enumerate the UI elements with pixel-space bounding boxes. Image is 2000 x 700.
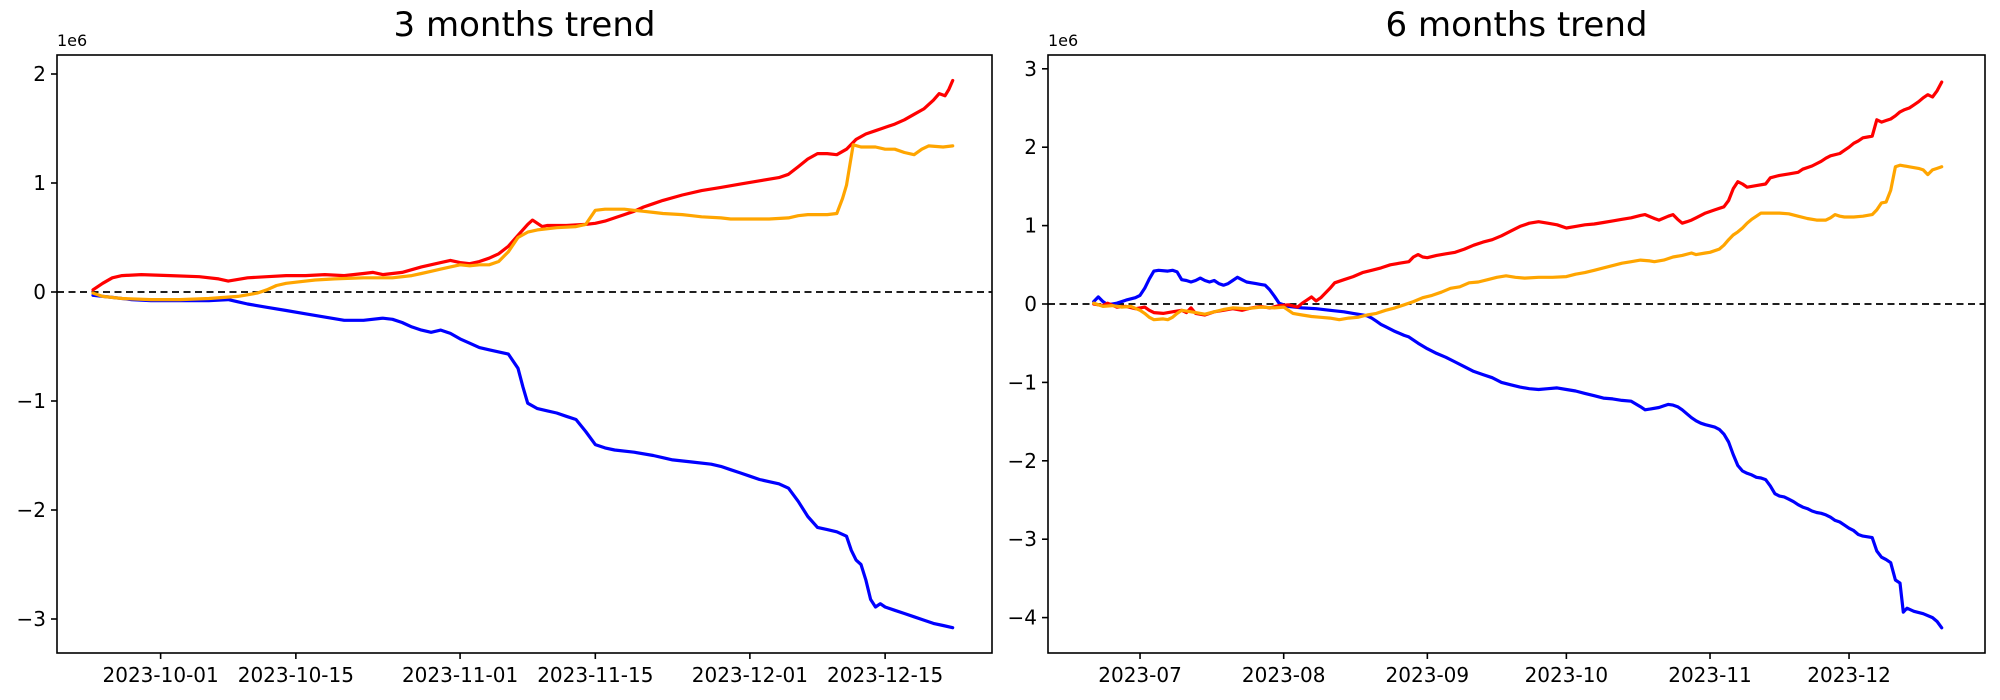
right-chart-x-tick-label: 2023-10 <box>1525 663 1609 687</box>
right-chart-y-tick-label: −4 <box>1008 606 1037 630</box>
right-chart-orange-series <box>1092 163 1944 322</box>
right-chart-offset-label: 1e6 <box>1048 31 1078 50</box>
right-chart-red-series <box>1092 80 1944 317</box>
right-chart-y-tick-label: 1 <box>1024 214 1037 238</box>
right-chart-x-tick-label: 2023-12 <box>1807 663 1891 687</box>
left-chart-x-tick-label: 2023-11-15 <box>537 663 653 687</box>
left-chart-x-tick-label: 2023-12-15 <box>827 663 943 687</box>
left-chart-y-tick-label: 1 <box>33 171 46 195</box>
left-chart-x-tick-label: 2023-11-01 <box>402 663 518 687</box>
right-chart-y-tick-label: −3 <box>1008 527 1037 551</box>
left-chart-spines <box>56 54 993 654</box>
right-chart-x-tick-label: 2023-07 <box>1098 663 1182 687</box>
left-chart-y-tick-label: −2 <box>17 498 46 522</box>
right-chart-x-tick-label: 2023-08 <box>1242 663 1326 687</box>
left-chart-y-tick-label: −1 <box>17 389 46 413</box>
right-chart-y-tick-label: 0 <box>1024 292 1037 316</box>
right-chart-y-tick-label: −1 <box>1008 370 1037 394</box>
left-chart-y-tick-label: 2 <box>33 62 46 86</box>
right-chart-x-tick-label: 2023-09 <box>1386 663 1470 687</box>
left-chart-x-tick-label: 2023-10-15 <box>238 663 354 687</box>
right-chart-blue-series <box>1092 268 1944 630</box>
right-chart-y-tick-label: 3 <box>1024 57 1037 81</box>
right-chart-y-tick-label: −2 <box>1008 449 1037 473</box>
left-chart-y-tick-label: 0 <box>33 280 46 304</box>
right-chart-x-tick-label: 2023-11 <box>1668 663 1752 687</box>
left-chart-offset-label: 1e6 <box>57 31 87 50</box>
left-chart-orange-series <box>91 143 955 302</box>
left-chart-blue-series <box>91 293 955 630</box>
right-chart-title: 6 months trend <box>1385 5 1648 45</box>
left-chart-title: 3 months trend <box>393 5 656 45</box>
left-chart-x-tick-label: 2023-10-01 <box>103 663 219 687</box>
right-chart-y-tick-label: 2 <box>1024 135 1037 159</box>
left-chart-red-series <box>91 78 955 292</box>
left-chart-y-tick-label: −3 <box>17 607 46 631</box>
right-chart-spines <box>1047 54 1986 654</box>
left-chart-x-tick-label: 2023-12-01 <box>692 663 808 687</box>
